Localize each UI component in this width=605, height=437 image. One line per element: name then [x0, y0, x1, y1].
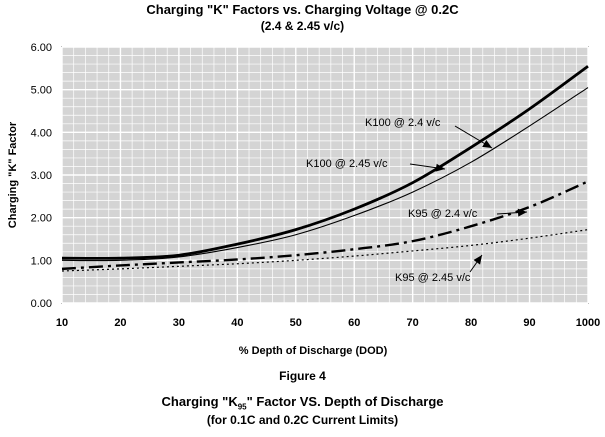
- x-tick-label: 70: [407, 317, 419, 329]
- figure-caption-sub: (for 0.1C and 0.2C Current Limits): [206, 413, 399, 427]
- series-labels: K100 @ 2.4 v/c K100 @ 2.45 v/c K95 @ 2.4 v…: [306, 117, 528, 284]
- series-line: [61, 180, 589, 271]
- caption-part: Charging "K: [161, 394, 238, 409]
- y-tick-label: 1.00: [31, 255, 52, 267]
- x-tick-label: 1000: [576, 317, 600, 329]
- y-tick-label: 2.00: [31, 213, 52, 225]
- x-tick-label: 30: [173, 317, 185, 329]
- caption-part: " Factor VS. Depth of Discharge: [246, 394, 444, 409]
- arrowhead-icon: [517, 208, 527, 217]
- caption-subscript: 95: [237, 402, 247, 412]
- series-label: K100 @ 2.45 v/c: [306, 158, 388, 170]
- series-group: [61, 65, 589, 272]
- x-axis-label: % Depth of Discharge (DOD): [239, 345, 388, 357]
- y-tick-label: 6.00: [31, 42, 52, 54]
- x-tick-label: 40: [231, 317, 243, 329]
- x-tick-label: 50: [290, 317, 302, 329]
- series-label: K95 @ 2.4 v/c: [408, 208, 478, 220]
- figure-caption: Charging "K95" Factor VS. Depth of Disch…: [0, 394, 605, 412]
- chart-subtitle: (2.4 & 2.45 v/c): [260, 19, 345, 33]
- y-tick-label: 5.00: [31, 85, 52, 97]
- y-tick-label: 0.00: [31, 298, 52, 310]
- series-line: [61, 87, 589, 262]
- y-tick-label: 3.00: [31, 170, 52, 182]
- series-label: K95 @ 2.45 v/c: [395, 272, 471, 284]
- arrowhead-icon: [435, 163, 445, 172]
- y-tick-label: 4.00: [31, 127, 52, 139]
- x-tick-label: 10: [56, 317, 68, 329]
- figure-number: Figure 4: [279, 369, 326, 383]
- x-tick-label: 80: [465, 317, 477, 329]
- y-axis-label: Charging "K" Factor: [7, 121, 19, 228]
- series-line: [61, 65, 589, 260]
- series-label: K100 @ 2.4 v/c: [365, 117, 441, 129]
- chart-title: Charging "K" Factors vs. Charging Voltag…: [146, 2, 459, 17]
- x-tick-label: 20: [114, 317, 126, 329]
- tick-labels: 10 20 30 40 50 60 70 80 90 1000 0.00 1.00 2.00 3.00 4.…: [31, 42, 601, 329]
- x-tick-label: 90: [523, 317, 535, 329]
- arrowhead-icon: [482, 139, 492, 148]
- arrowhead-icon: [473, 255, 482, 265]
- x-tick-label: 60: [348, 317, 360, 329]
